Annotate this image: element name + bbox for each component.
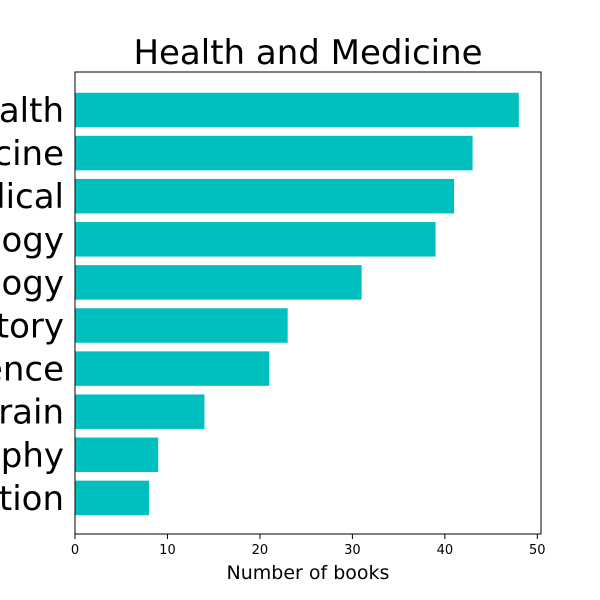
x-axis-ticks: 0 10 20 30 40 50 (71, 534, 546, 558)
x-tick-label-1: 10 (159, 543, 176, 558)
bar-2 (75, 178, 455, 214)
category-labels: althcinelicalogyogytoryencerainphytion (0, 91, 64, 519)
category-label-2: lical (0, 177, 64, 217)
bar-1 (75, 135, 473, 171)
x-tick-label-4: 40 (437, 543, 454, 558)
bar-9 (75, 480, 149, 516)
x-tick-label-3: 30 (344, 543, 361, 558)
bar-4 (75, 265, 362, 300)
plot-frame (74, 71, 542, 535)
category-label-0: alth (0, 91, 64, 131)
bar-5 (75, 308, 288, 343)
bar-7 (75, 394, 205, 429)
x-tick-label-0: 0 (71, 543, 79, 558)
bar-3 (75, 222, 436, 257)
category-label-6: ence (0, 350, 64, 390)
chart-title: Health and Medicine (133, 33, 482, 73)
category-label-1: cine (0, 134, 64, 174)
category-label-7: rain (0, 393, 64, 433)
x-tick-label-2: 20 (252, 543, 269, 558)
x-axis-label: Number of books (227, 562, 390, 584)
category-label-5: tory (0, 307, 64, 347)
bar-8 (75, 437, 159, 473)
bars-layer (75, 92, 519, 516)
category-label-4: ogy (1, 263, 64, 303)
category-label-8: phy (1, 436, 64, 476)
bar-6 (75, 351, 270, 386)
x-tick-label-5: 50 (529, 543, 546, 558)
category-label-3: ogy (1, 220, 64, 260)
category-label-9: tion (0, 479, 64, 519)
bar-0 (75, 92, 519, 128)
